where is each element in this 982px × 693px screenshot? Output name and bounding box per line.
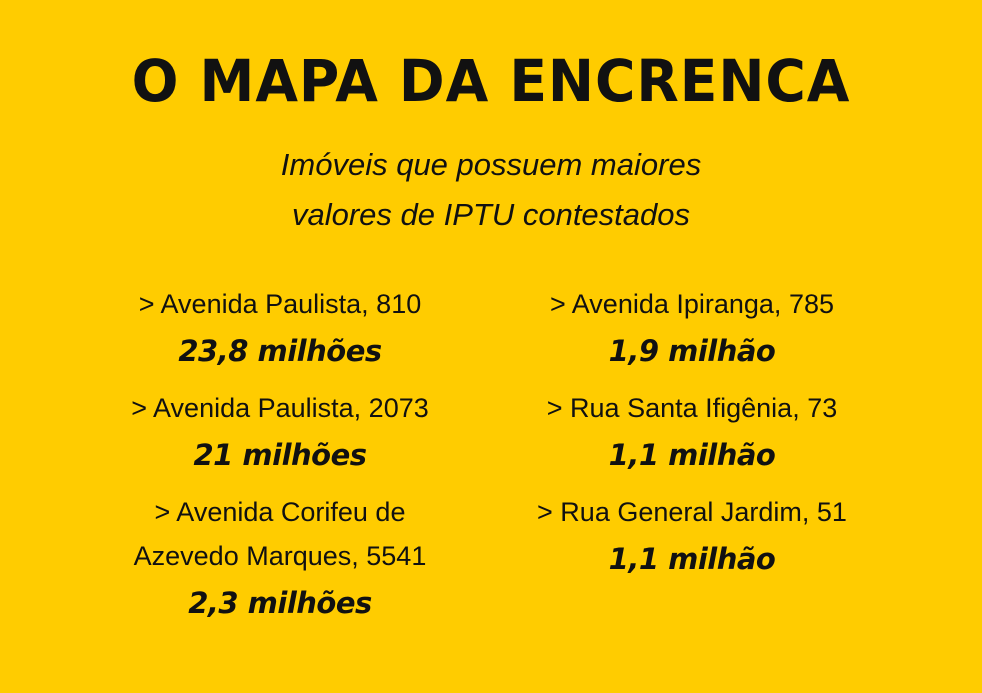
property-address: > Avenida Paulista, 810: [138, 289, 422, 319]
property-value: 1,9 milhão: [608, 334, 776, 368]
subtitle-line-2: valores de IPTU contestados: [291, 197, 691, 232]
property-address: > Avenida Paulista, 2073: [131, 393, 429, 423]
property-item: > Rua General Jardim, 51 1,1 milhão: [482, 490, 902, 584]
property-address-line-1: > Avenida Corifeu de: [154, 497, 406, 527]
property-value: 2,3 milhões: [188, 586, 372, 620]
property-value: 1,1 milhão: [608, 542, 776, 576]
property-item: > Avenida Ipiranga, 785 1,9 milhão: [482, 282, 902, 376]
property-address: > Rua General Jardim, 51: [537, 497, 847, 527]
property-address: > Avenida Ipiranga, 785: [550, 289, 834, 319]
property-value: 1,1 milhão: [608, 438, 776, 472]
property-item: > Avenida Corifeu de Azevedo Marques, 55…: [70, 490, 490, 628]
property-address-line-2: Azevedo Marques, 5541: [133, 541, 427, 571]
subtitle: Imóveis que possuem maiores valores de I…: [0, 140, 982, 240]
property-item: > Rua Santa Ifigênia, 73 1,1 milhão: [482, 386, 902, 480]
property-value: 23,8 milhões: [178, 334, 382, 368]
property-value: 21 milhões: [193, 438, 367, 472]
property-address: > Rua Santa Ifigênia, 73: [546, 393, 838, 423]
property-item: > Avenida Paulista, 2073 21 milhões: [70, 386, 490, 480]
subtitle-line-1: Imóveis que possuem maiores: [280, 147, 702, 182]
left-column: > Avenida Paulista, 810 23,8 milhões > A…: [70, 282, 490, 638]
page-title: O MAPA DA ENCRENCA: [131, 47, 851, 115]
right-column: > Avenida Ipiranga, 785 1,9 milhão > Rua…: [482, 282, 902, 594]
property-item: > Avenida Paulista, 810 23,8 milhões: [70, 282, 490, 376]
